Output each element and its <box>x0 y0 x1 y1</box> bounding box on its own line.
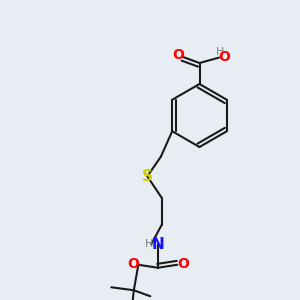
Text: O: O <box>177 257 189 271</box>
Text: S: S <box>142 169 153 184</box>
Text: O: O <box>218 50 230 64</box>
Text: O: O <box>127 257 139 271</box>
Text: O: O <box>172 48 184 62</box>
Text: H: H <box>145 239 153 249</box>
Text: H: H <box>216 47 225 57</box>
Text: N: N <box>152 237 164 252</box>
